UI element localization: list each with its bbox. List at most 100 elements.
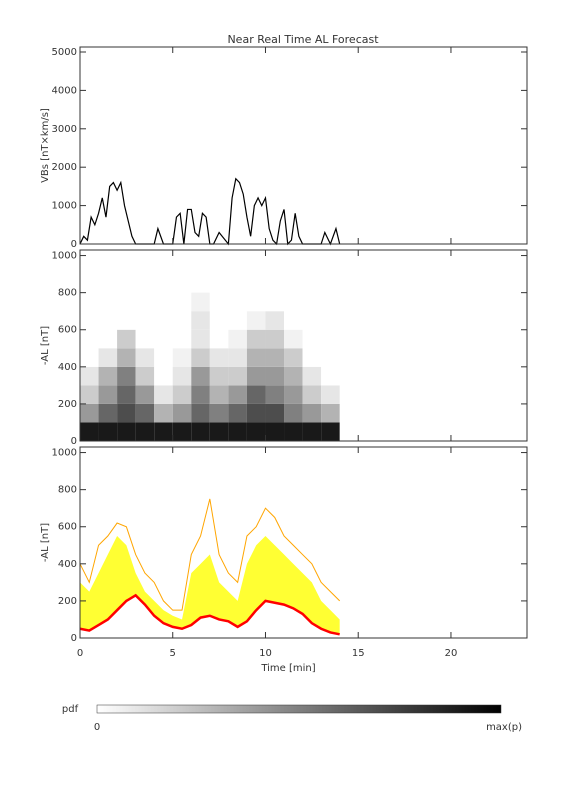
heat-cell (191, 292, 210, 312)
heat-cell (98, 311, 118, 330)
heat-cell (321, 385, 340, 404)
heat-cell (302, 366, 322, 386)
heat-cell (321, 348, 340, 367)
y-tick-label: 0 (71, 436, 77, 447)
heat-cell (284, 329, 303, 349)
y-tick-label: 1000 (52, 251, 77, 262)
heat-cell (209, 403, 229, 423)
heat-cell (191, 385, 210, 404)
heat-cell (284, 292, 303, 312)
x-tick-label: 10 (259, 648, 272, 659)
heat-cell (172, 422, 192, 441)
heat-cell (98, 366, 118, 386)
heat-cell (191, 366, 210, 386)
y-axis-label: VBs [nT×km/s] (40, 108, 51, 183)
heat-cell (246, 329, 266, 349)
heat-cell (117, 403, 136, 423)
heat-cell (135, 366, 155, 386)
heat-cell (172, 292, 192, 312)
y-tick-label: 400 (58, 559, 77, 570)
heat-cell (284, 348, 303, 367)
heat-cell (117, 366, 136, 386)
heat-cell (80, 292, 99, 312)
heat-cell (98, 348, 118, 367)
heat-cell (246, 385, 266, 404)
heat-cell (98, 403, 118, 423)
heat-cell (172, 348, 192, 367)
panel-frame (79, 446, 528, 639)
heat-cell (265, 422, 285, 441)
heat-cell (228, 292, 247, 312)
heat-cell (117, 422, 136, 441)
heat-cell (228, 403, 247, 423)
heat-cell (117, 329, 136, 349)
heat-cell (209, 422, 229, 441)
heat-cell (228, 329, 247, 349)
heat-cell (321, 329, 340, 349)
heat-cell (154, 385, 173, 404)
y-tick-label: 600 (58, 522, 77, 533)
heat-cell (172, 366, 192, 386)
heat-cell (135, 329, 155, 349)
y-tick-label: 4000 (52, 85, 77, 96)
heat-cell (191, 348, 210, 367)
heat-cell (80, 403, 99, 423)
colorbar (96, 704, 502, 714)
y-tick-label: 3000 (52, 124, 77, 135)
heat-cell (284, 422, 303, 441)
forecast-band (80, 536, 340, 635)
heat-cell (284, 385, 303, 404)
heat-cell (302, 311, 322, 330)
heat-cell (209, 348, 229, 367)
heat-cell (135, 385, 155, 404)
y-tick-label: 1000 (52, 448, 77, 459)
y-tick-label: 0 (71, 239, 77, 250)
heat-cell (321, 403, 340, 423)
heat-cell (321, 422, 340, 441)
heat-cell (302, 348, 322, 367)
panel-frame (79, 249, 528, 442)
heat-cell (191, 329, 210, 349)
heat-cell (209, 385, 229, 404)
heat-cell (135, 403, 155, 423)
heat-cell (284, 403, 303, 423)
x-tick-label: 20 (445, 648, 458, 659)
heat-cell (265, 385, 285, 404)
heat-cell (172, 329, 192, 349)
x-axis-label: Time [min] (260, 663, 315, 674)
heat-cell (80, 422, 99, 441)
y-tick-label: 600 (58, 325, 77, 336)
heat-cell (321, 292, 340, 312)
heat-cell (302, 403, 322, 423)
heat-cell (191, 403, 210, 423)
heat-cell (302, 385, 322, 404)
heat-cell (265, 348, 285, 367)
heat-cell (191, 422, 210, 441)
y-tick-label: 800 (58, 485, 77, 496)
heat-cell (265, 403, 285, 423)
heat-cell (321, 366, 340, 386)
heat-cell (135, 348, 155, 367)
x-tick-label: 0 (77, 648, 83, 659)
heat-cell (117, 311, 136, 330)
heat-cell (265, 292, 285, 312)
heat-cell (209, 366, 229, 386)
heat-cell (154, 366, 173, 386)
y-tick-label: 400 (58, 362, 77, 373)
y-axis-label: -AL [nT] (40, 523, 51, 562)
heat-cell (321, 311, 340, 330)
heat-cell (302, 292, 322, 312)
y-tick-label: 2000 (52, 162, 77, 173)
heat-cell (154, 329, 173, 349)
heat-cell (246, 366, 266, 386)
y-tick-label: 0 (71, 633, 77, 644)
heat-cell (265, 311, 285, 330)
heat-cell (98, 422, 118, 441)
y-tick-label: 5000 (52, 47, 77, 58)
heat-cell (154, 422, 173, 441)
heat-cell (80, 329, 99, 349)
heat-cell (302, 422, 322, 441)
heat-cell (154, 311, 173, 330)
colorbar-min: 0 (94, 722, 100, 733)
